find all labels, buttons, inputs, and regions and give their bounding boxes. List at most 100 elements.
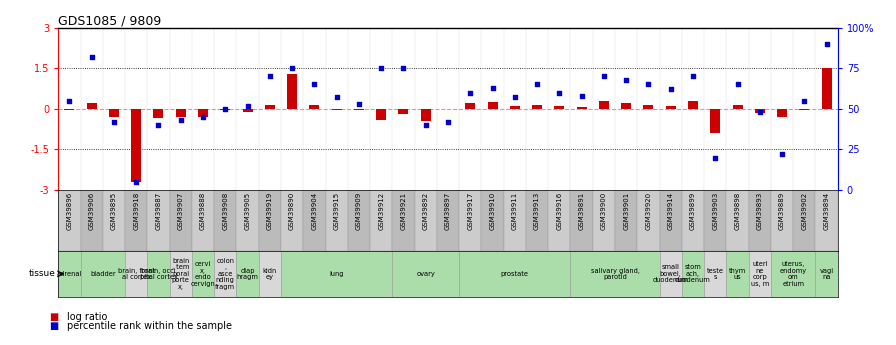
Point bbox=[619, 77, 633, 82]
Text: brain, front
al cortex: brain, front al cortex bbox=[117, 268, 155, 280]
Bar bbox=[815, 190, 838, 251]
Bar bbox=[571, 251, 659, 297]
Text: GSM39896: GSM39896 bbox=[66, 192, 73, 230]
Bar bbox=[599, 101, 609, 109]
Point bbox=[330, 95, 344, 100]
Bar bbox=[87, 104, 97, 109]
Bar bbox=[220, 109, 230, 110]
Text: GSM39895: GSM39895 bbox=[111, 192, 116, 230]
Text: GSM39894: GSM39894 bbox=[823, 192, 830, 230]
Text: brain, occi
pital cortex: brain, occi pital cortex bbox=[140, 268, 177, 280]
Text: bladder: bladder bbox=[90, 271, 116, 277]
Text: GSM39913: GSM39913 bbox=[534, 192, 540, 230]
Bar bbox=[459, 251, 571, 297]
Bar bbox=[481, 190, 504, 251]
Point bbox=[62, 98, 76, 104]
Text: percentile rank within the sample: percentile rank within the sample bbox=[67, 321, 232, 331]
Point bbox=[174, 117, 188, 123]
Text: GSM39920: GSM39920 bbox=[645, 192, 651, 230]
Bar bbox=[303, 190, 325, 251]
Bar bbox=[415, 190, 437, 251]
Bar bbox=[281, 190, 303, 251]
Bar bbox=[777, 109, 787, 117]
Text: GSM39888: GSM39888 bbox=[200, 192, 206, 230]
Text: colon
,
asce
nding
fragm: colon , asce nding fragm bbox=[215, 258, 236, 290]
Text: tissue: tissue bbox=[30, 269, 56, 278]
Bar bbox=[822, 68, 831, 109]
Text: uteri
ne
corp
us, m: uteri ne corp us, m bbox=[751, 261, 769, 287]
Text: brain
, tem
poral
porte
x,: brain , tem poral porte x, bbox=[172, 258, 190, 290]
Text: kidn
ey: kidn ey bbox=[263, 268, 277, 280]
Text: lung: lung bbox=[330, 271, 344, 277]
Text: GSM39902: GSM39902 bbox=[801, 192, 807, 230]
Bar bbox=[504, 190, 526, 251]
Bar bbox=[421, 109, 431, 121]
Bar bbox=[733, 105, 743, 109]
Text: GSM39891: GSM39891 bbox=[579, 192, 584, 230]
Text: GSM39918: GSM39918 bbox=[134, 192, 139, 230]
Bar bbox=[309, 105, 319, 109]
Text: GSM39893: GSM39893 bbox=[757, 192, 762, 230]
Text: GSM39892: GSM39892 bbox=[423, 192, 428, 230]
Point bbox=[486, 85, 500, 90]
Bar bbox=[659, 251, 682, 297]
Bar bbox=[510, 106, 520, 109]
Point bbox=[463, 90, 478, 95]
Text: GSM39901: GSM39901 bbox=[624, 192, 629, 230]
Bar bbox=[459, 190, 481, 251]
Point bbox=[552, 90, 566, 95]
Text: GSM39900: GSM39900 bbox=[601, 192, 607, 230]
Text: GSM39906: GSM39906 bbox=[89, 192, 95, 230]
Point bbox=[508, 95, 522, 100]
Bar bbox=[198, 109, 208, 117]
Point bbox=[285, 66, 299, 71]
Bar bbox=[58, 251, 81, 297]
Text: GSM39912: GSM39912 bbox=[378, 192, 384, 230]
Bar bbox=[799, 109, 809, 110]
Point bbox=[84, 54, 99, 60]
Point bbox=[685, 73, 700, 79]
Bar bbox=[704, 251, 727, 297]
Bar bbox=[526, 190, 548, 251]
Point bbox=[240, 103, 254, 108]
Bar bbox=[370, 190, 392, 251]
Bar bbox=[688, 101, 698, 109]
Text: GSM39889: GSM39889 bbox=[780, 192, 785, 230]
Text: log ratio: log ratio bbox=[67, 313, 108, 322]
Point bbox=[352, 101, 366, 107]
Bar bbox=[192, 251, 214, 297]
Text: prostate: prostate bbox=[501, 271, 529, 277]
Bar bbox=[392, 190, 415, 251]
Text: GDS1085 / 9809: GDS1085 / 9809 bbox=[58, 14, 161, 28]
Text: ■: ■ bbox=[49, 313, 58, 322]
Text: GSM39910: GSM39910 bbox=[489, 192, 495, 230]
Text: cervi
x,
endo
cervign: cervi x, endo cervign bbox=[191, 261, 215, 287]
Text: GSM39898: GSM39898 bbox=[735, 192, 740, 230]
Text: GSM39899: GSM39899 bbox=[690, 192, 696, 230]
Point bbox=[218, 106, 232, 111]
Text: vagi
na: vagi na bbox=[820, 268, 833, 280]
Point bbox=[530, 82, 544, 87]
Bar bbox=[348, 190, 370, 251]
Bar bbox=[771, 190, 793, 251]
Bar bbox=[259, 190, 281, 251]
Bar bbox=[615, 190, 637, 251]
Bar bbox=[704, 190, 727, 251]
Bar bbox=[621, 104, 631, 109]
Bar bbox=[214, 190, 237, 251]
Bar bbox=[659, 190, 682, 251]
Bar bbox=[169, 251, 192, 297]
Text: uterus,
endomy
om
etrium: uterus, endomy om etrium bbox=[780, 261, 806, 287]
Bar bbox=[125, 190, 147, 251]
Bar bbox=[169, 190, 192, 251]
Point bbox=[642, 82, 656, 87]
Point bbox=[107, 119, 121, 125]
Bar bbox=[711, 109, 720, 133]
Bar bbox=[109, 109, 119, 117]
Bar bbox=[176, 109, 185, 117]
Text: GSM39907: GSM39907 bbox=[177, 192, 184, 230]
Point bbox=[307, 82, 322, 87]
Bar bbox=[682, 251, 704, 297]
Text: teste
s: teste s bbox=[707, 268, 724, 280]
Bar bbox=[727, 251, 749, 297]
